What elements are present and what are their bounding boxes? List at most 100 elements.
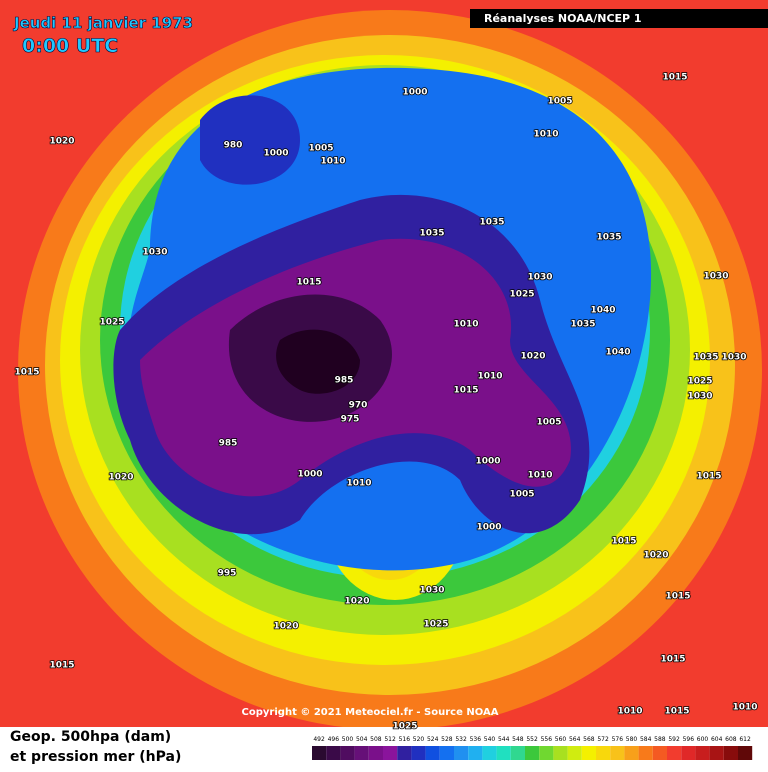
isobar-label: 1030 xyxy=(687,392,712,402)
map-title: Jeudi 11 janvier 1973 xyxy=(13,14,193,32)
isobar-label: 1010 xyxy=(453,320,478,330)
colorbar-swatch xyxy=(368,746,383,760)
colorbar-tick-label: 544 xyxy=(498,736,510,743)
isobar-label: 1010 xyxy=(477,372,502,382)
colorbar-tick-label: 572 xyxy=(597,736,609,743)
colorbar-swatch xyxy=(709,746,724,760)
isobar-label: 1035 xyxy=(419,229,444,239)
isobar-label: 1010 xyxy=(533,130,558,140)
colorbar-tick-label: 584 xyxy=(640,736,652,743)
colorbar-tick-label: 504 xyxy=(356,736,368,743)
colorbar-swatch xyxy=(496,746,511,760)
geopotential-field xyxy=(0,0,768,730)
colorbar-swatch xyxy=(695,746,710,760)
colorbar-tick-label: 520 xyxy=(413,736,425,743)
colorbar-swatch xyxy=(354,746,369,760)
colorbar-swatch xyxy=(652,746,667,760)
colorbar-tick-label: 596 xyxy=(683,736,695,743)
colorbar-tick-label: 592 xyxy=(668,736,680,743)
source-label: Réanalyses NOAA/NCEP 1 xyxy=(484,12,642,25)
copyright: Copyright © 2021 Meteociel.fr - Source N… xyxy=(242,707,499,718)
colorbar-swatch xyxy=(482,746,497,760)
isobar-label: 1015 xyxy=(611,537,636,547)
isobar-label: 1030 xyxy=(527,273,552,283)
colorbar-tick-label: 568 xyxy=(583,736,595,743)
isobar-label: 1015 xyxy=(296,278,321,288)
colorbar-swatch xyxy=(425,746,440,760)
isobar-label: 1015 xyxy=(49,661,74,671)
isobar-label: 1015 xyxy=(662,73,687,83)
isobar-label: 1005 xyxy=(547,97,572,107)
isobar-label: 1020 xyxy=(108,473,133,483)
colorbar-tick-label: 508 xyxy=(370,736,382,743)
isobar-label: 985 xyxy=(219,439,238,449)
isobar-label: 1030 xyxy=(142,248,167,258)
isobar-label: 1030 xyxy=(419,586,444,596)
isobar-label: 970 xyxy=(349,401,368,411)
colorbar-swatch xyxy=(397,746,412,760)
isobar-label: 1005 xyxy=(509,490,534,500)
colorbar-tick-label: 496 xyxy=(328,736,340,743)
isobar-label: 1025 xyxy=(392,722,417,732)
colorbar-swatch xyxy=(610,746,625,760)
colorbar-swatch xyxy=(723,746,738,760)
isobar-label: 1020 xyxy=(273,622,298,632)
colorbar-tick-label: 516 xyxy=(399,736,411,743)
colorbar-swatch xyxy=(326,746,341,760)
colorbar-swatch xyxy=(439,746,454,760)
colorbar-tick-label: 552 xyxy=(526,736,538,743)
isobar-label: 1000 xyxy=(402,88,427,98)
isobar-label: 1015 xyxy=(696,472,721,482)
isobar-label: 1010 xyxy=(617,707,642,717)
colorbar-swatch xyxy=(312,746,327,760)
colorbar-swatch xyxy=(581,746,596,760)
colorbar-tick-label: 540 xyxy=(484,736,496,743)
colorbar-swatch xyxy=(596,746,611,760)
isobar-label: 1000 xyxy=(263,149,288,159)
isobar-label: 1020 xyxy=(49,137,74,147)
isobar-label: 1030 xyxy=(721,353,746,363)
colorbar-tick-label: 604 xyxy=(711,736,723,743)
isobar-label: 1025 xyxy=(509,290,534,300)
isobar-label: 1020 xyxy=(344,597,369,607)
colorbar-swatch xyxy=(525,746,540,760)
isobar-label: 1000 xyxy=(475,457,500,467)
isobar-label: 1025 xyxy=(423,620,448,630)
isobar-label: 1025 xyxy=(99,318,124,328)
colorbar-tick-label: 512 xyxy=(384,736,396,743)
isobar-label: 1035 xyxy=(596,233,621,243)
isobar-label: 1020 xyxy=(520,352,545,362)
colorbar: 492 496 500 504 508 512 516 520 524 528 532 536 540 5… xyxy=(312,736,753,760)
colorbar-tick-label: 608 xyxy=(725,736,737,743)
legend-line: et pression mer (hPa) xyxy=(10,749,181,765)
colorbar-tick-label: 588 xyxy=(654,736,666,743)
isobar-label: 1010 xyxy=(320,157,345,167)
colorbar-swatch xyxy=(667,746,682,760)
isobar-label: 1035 xyxy=(693,353,718,363)
colorbar-tick-label: 548 xyxy=(512,736,524,743)
isobar-label: 1005 xyxy=(536,418,561,428)
isobar-label: 1040 xyxy=(590,306,615,316)
isobar-label: 1015 xyxy=(665,592,690,602)
isobar-label: 995 xyxy=(218,569,237,579)
isobar-label: 985 xyxy=(335,376,354,386)
colorbar-swatch xyxy=(553,746,568,760)
isobar-label: 1015 xyxy=(453,386,478,396)
isobar-label: 1025 xyxy=(687,377,712,387)
isobar-label: 980 xyxy=(224,141,243,151)
isobar-label: 1020 xyxy=(643,551,668,561)
colorbar-swatch xyxy=(383,746,398,760)
isobar-label: 1015 xyxy=(664,707,689,717)
colorbar-tick-label: 600 xyxy=(697,736,709,743)
isobar-label: 1000 xyxy=(297,470,322,480)
colorbar-tick-label: 532 xyxy=(455,736,467,743)
colorbar-swatch xyxy=(454,746,469,760)
colorbar-swatch xyxy=(340,746,355,760)
colorbar-swatch xyxy=(468,746,483,760)
isobar-label: 1010 xyxy=(732,703,757,713)
colorbar-tick-label: 528 xyxy=(441,736,453,743)
isobar-label: 1040 xyxy=(605,348,630,358)
colorbar-swatch xyxy=(638,746,653,760)
isobar-label: 1005 xyxy=(308,144,333,154)
